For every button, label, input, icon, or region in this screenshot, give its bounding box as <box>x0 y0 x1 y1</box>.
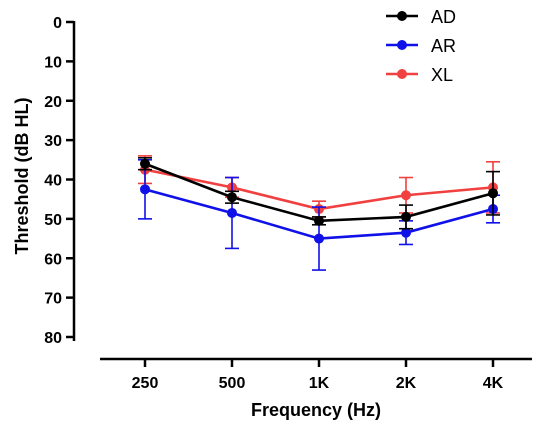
x-tick-label: 2K <box>396 375 417 392</box>
data-point-ar <box>314 233 324 244</box>
x-tick-label: 250 <box>132 375 159 392</box>
legend-item-ar: AR <box>386 36 456 56</box>
legend-item-ad: AD <box>386 7 456 27</box>
data-point-ad <box>314 215 324 226</box>
y-tick-label: 80 <box>44 330 62 347</box>
legend: AD AR XL <box>386 7 456 85</box>
data-point-ad <box>401 211 411 222</box>
legend-marker <box>397 11 407 21</box>
legend-label: AR <box>431 36 456 56</box>
x-axis-title: Frequency (Hz) <box>251 400 381 420</box>
data-point-xl <box>401 190 411 201</box>
y-axis: 0 10 20 30 40 50 60 70 80 <box>44 15 76 347</box>
y-tick-label: 10 <box>44 54 62 71</box>
data-point-ad <box>488 188 498 199</box>
legend-label: AD <box>431 7 456 27</box>
legend-marker <box>397 69 407 79</box>
y-tick-label: 0 <box>53 15 62 32</box>
series-ad <box>138 157 500 230</box>
legend-label: XL <box>431 65 453 85</box>
data-point-ad <box>227 192 237 203</box>
y-axis-title: Threshold (dB HL) <box>12 98 32 255</box>
series-layer <box>138 155 500 271</box>
data-point-ar <box>140 184 150 195</box>
y-tick-label: 30 <box>44 133 62 150</box>
data-point-ar <box>227 207 237 218</box>
y-tick-label: 60 <box>44 251 62 268</box>
x-axis: 250 500 1K 2K 4K <box>100 357 532 392</box>
y-tick-label: 20 <box>44 94 62 111</box>
y-tick-label: 50 <box>44 212 62 229</box>
x-tick-label: 1K <box>309 375 330 392</box>
legend-item-xl: XL <box>386 65 453 85</box>
y-tick-label: 40 <box>44 173 62 190</box>
x-tick-label: 4K <box>483 375 504 392</box>
data-point-ad <box>140 158 150 169</box>
y-tick-label: 70 <box>44 291 62 308</box>
legend-marker <box>397 40 407 50</box>
x-tick-label: 500 <box>219 375 246 392</box>
data-point-ar <box>401 227 411 238</box>
series-ar <box>138 159 500 271</box>
